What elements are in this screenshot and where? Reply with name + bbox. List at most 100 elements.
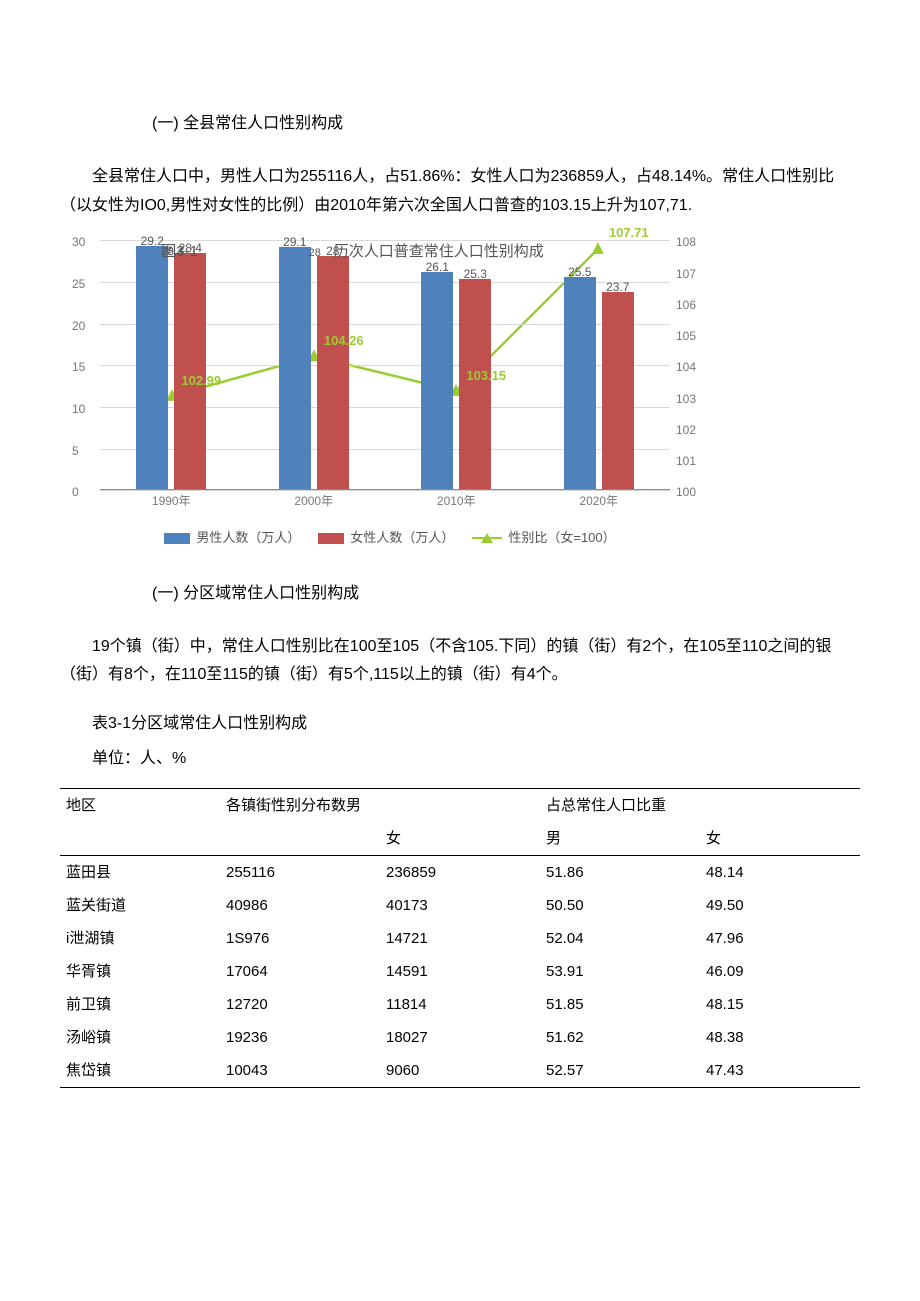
table-unit: 单位：人、% (60, 745, 860, 774)
table-cell: 53.91 (540, 955, 700, 988)
legend-ratio-label: 性别比（女=100） (508, 526, 615, 549)
y-right-tick: 104 (676, 357, 696, 379)
table-cell: 48.38 (700, 1021, 860, 1054)
table-row: 蓝田县25511623685951.8648.14 (60, 855, 860, 889)
table-cell: 40986 (220, 889, 380, 922)
ratio-value-label: 102.99 (181, 369, 221, 392)
table-cell: 14721 (380, 922, 540, 955)
table-header-row-1: 地区各镇街性别分布数男占总常住人口比重 (60, 788, 860, 822)
legend-ratio: 性别比（女=100） (472, 526, 615, 549)
table-cell: 焦岱镇 (60, 1054, 220, 1088)
bar-male (279, 247, 311, 490)
table-cell: 47.96 (700, 922, 860, 955)
table-header-cell: 女 (700, 822, 860, 856)
x-tick-label: 2000年 (294, 491, 333, 513)
bar-male-label: 25.5 (568, 262, 591, 284)
table-cell: 17064 (220, 955, 380, 988)
x-tick-label: 1990年 (152, 491, 191, 513)
gender-chart: 29.228.428.429.1282826.125.325.523.7102.… (60, 240, 720, 549)
y-right-tick: 102 (676, 420, 696, 442)
bar-male (136, 246, 168, 489)
x-tick-label: 2020年 (579, 491, 618, 513)
table-cell: 236859 (380, 855, 540, 889)
table-cell: 52.04 (540, 922, 700, 955)
chart-plot: 29.228.428.429.1282826.125.325.523.7102.… (100, 240, 670, 490)
table-caption: 表3-1分区域常住人口性别构成 (60, 710, 860, 739)
section1-para: 全县常住人口中，男性人口为255116人，占51.86%：女性人口为236859… (60, 163, 860, 221)
table-row: 蓝关街道409864017350.5049.50 (60, 889, 860, 922)
chart-legend: 男性人数（万人） 女性人数（万人） 性别比（女=100） (60, 526, 720, 549)
x-tick-label: 2010年 (437, 491, 476, 513)
y-right-tick: 107 (676, 264, 696, 286)
table-cell: 华胥镇 (60, 955, 220, 988)
table-cell: 14591 (380, 955, 540, 988)
table-cell: 1S976 (220, 922, 380, 955)
legend-male-label: 男性人数（万人） (196, 526, 300, 549)
chart-title-right: 历次人口普查常住人口性别构成 (334, 238, 544, 265)
gender-table: 地区各镇街性别分布数男占总常住人口比重女男女蓝田县25511623685951.… (60, 788, 860, 1088)
y-right-tick: 106 (676, 295, 696, 317)
legend-female: 女性人数（万人） (318, 526, 454, 549)
table-cell: 12720 (220, 988, 380, 1021)
y-left-tick: 25 (72, 274, 85, 296)
bar-female-label: 23.7 (606, 277, 629, 299)
table-row: 焦岱镇10043906052.5747.43 (60, 1054, 860, 1088)
y-left-tick: 15 (72, 357, 85, 379)
chart-area: 29.228.428.429.1282826.125.325.523.7102.… (60, 240, 720, 520)
bar-female (602, 292, 634, 490)
table-cell: 52.57 (540, 1054, 700, 1088)
table-header-cell (700, 788, 860, 822)
y-left-tick: 20 (72, 316, 85, 338)
bar-male (421, 272, 453, 490)
table-cell: 46.09 (700, 955, 860, 988)
table-cell: 51.86 (540, 855, 700, 889)
table-header-cell: 各镇街性别分布数男 (220, 788, 380, 822)
table-row: 前卫镇127201181451.8548.15 (60, 988, 860, 1021)
table-cell: 18027 (380, 1021, 540, 1054)
table-cell: 11814 (380, 988, 540, 1021)
table-cell: 51.85 (540, 988, 700, 1021)
table-cell: 19236 (220, 1021, 380, 1054)
y-right-tick: 100 (676, 482, 696, 504)
table-cell: 蓝关街道 (60, 889, 220, 922)
table-header-cell (220, 822, 380, 856)
section2-heading: (一) 分区域常住人口性别构成 (120, 580, 860, 609)
chart-title-left: 图3-1 (161, 238, 198, 265)
ratio-value-label: 104.26 (324, 329, 364, 352)
table-cell: 10043 (220, 1054, 380, 1088)
table-cell: 255116 (220, 855, 380, 889)
table-cell: 48.14 (700, 855, 860, 889)
y-right-tick: 105 (676, 326, 696, 348)
table-cell: 40173 (380, 889, 540, 922)
table-header-cell: 地区 (60, 788, 220, 855)
table-cell: 49.50 (700, 889, 860, 922)
bar-male (564, 277, 596, 490)
table-cell: 50.50 (540, 889, 700, 922)
y-left-tick: 5 (72, 441, 79, 463)
bar-male-label: 29.1 (283, 232, 306, 254)
table-row: 汤峪镇192361802751.6248.38 (60, 1021, 860, 1054)
table-cell: 9060 (380, 1054, 540, 1088)
table-header-cell: 男 (540, 822, 700, 856)
ratio-value-label: 107.71 (609, 221, 649, 244)
swatch-male (164, 533, 190, 544)
y-right-tick: 103 (676, 389, 696, 411)
legend-female-label: 女性人数（万人） (350, 526, 454, 549)
section1-heading: (一) 全县常住人口性别构成 (120, 110, 860, 139)
legend-male: 男性人数（万人） (164, 526, 300, 549)
y-right-tick: 108 (676, 232, 696, 254)
y-left-tick: 10 (72, 399, 85, 421)
swatch-female (318, 533, 344, 544)
table-cell: 蓝田县 (60, 855, 220, 889)
table-row: i泄湖镇1S9761472152.0447.96 (60, 922, 860, 955)
swatch-ratio (472, 537, 502, 539)
table-header-cell: 女 (380, 822, 540, 856)
y-right-tick: 101 (676, 451, 696, 473)
table-cell: 47.43 (700, 1054, 860, 1088)
table-header-cell (380, 788, 540, 822)
table-cell: 汤峪镇 (60, 1021, 220, 1054)
ratio-value-label: 103.15 (466, 364, 506, 387)
y-left-tick: 0 (72, 482, 79, 504)
bar-female (317, 256, 349, 489)
ratio-marker (592, 242, 604, 254)
